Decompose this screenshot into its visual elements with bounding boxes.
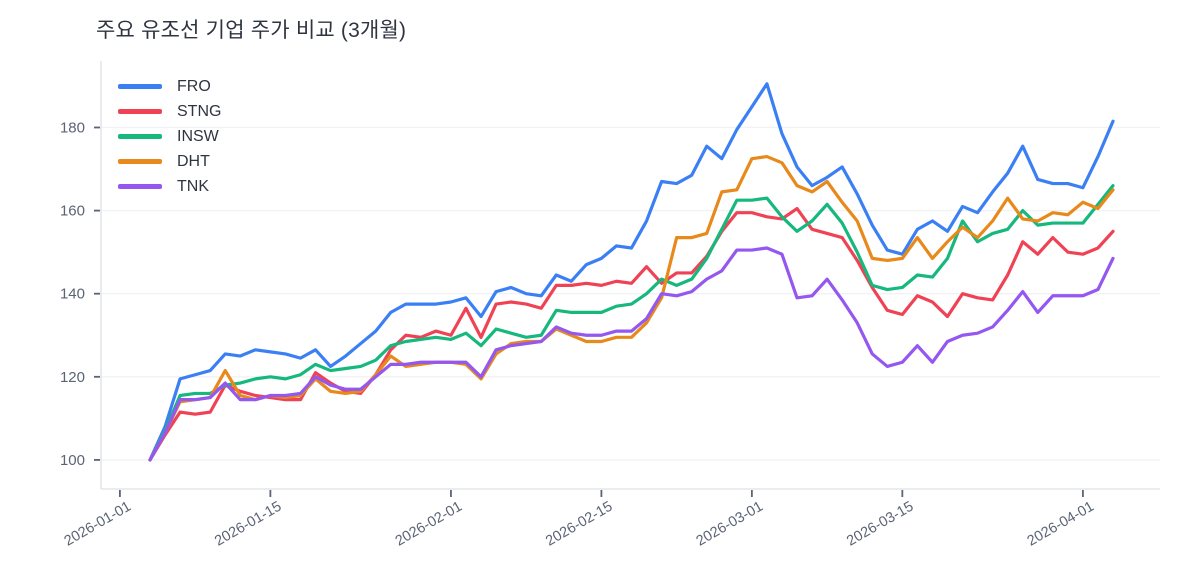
legend-label: FRO — [177, 77, 211, 95]
x-tick-label: 2026-01-01 — [62, 499, 134, 550]
y-tick-label: 100 — [60, 452, 85, 469]
legend-item-insw[interactable]: INSW — [118, 124, 221, 149]
x-tick-label: 2026-02-15 — [543, 499, 615, 550]
y-tick-label: 120 — [60, 369, 85, 386]
y-tick-label: 160 — [60, 203, 85, 220]
y-tick-label: 140 — [60, 286, 85, 303]
legend-label: TNK — [177, 177, 209, 195]
legend-swatch-dht — [118, 159, 162, 164]
legend-swatch-stng — [118, 109, 162, 114]
legend-item-fro[interactable]: FRO — [118, 74, 221, 99]
legend-label: INSW — [177, 127, 219, 145]
legend-item-stng[interactable]: STNG — [118, 99, 221, 124]
legend-item-dht[interactable]: DHT — [118, 149, 221, 174]
legend-swatch-fro — [118, 84, 162, 89]
x-tick-label: 2026-03-01 — [694, 499, 766, 550]
series-line-insw — [148, 184, 1115, 462]
x-tick-label: 2026-02-01 — [393, 499, 465, 550]
legend-label: DHT — [177, 152, 210, 170]
x-tick-label: 2026-01-15 — [212, 499, 284, 550]
chart-title: 주요 유조선 기업 주가 비교 (3개월) — [96, 19, 407, 42]
series-line-fro — [148, 82, 1115, 462]
legend-label: STNG — [177, 102, 222, 120]
legend-item-tnk[interactable]: TNK — [118, 174, 221, 199]
y-tick-label: 180 — [60, 119, 85, 136]
chart-legend: FRO STNG INSW DHT TNK — [118, 74, 221, 199]
legend-swatch-tnk — [118, 184, 162, 189]
series-line-tnk — [148, 246, 1115, 462]
series-line-dht — [148, 154, 1115, 462]
x-tick-label: 2026-04-01 — [1025, 499, 1097, 550]
x-tick-label: 2026-03-15 — [844, 499, 916, 550]
legend-swatch-insw — [118, 134, 162, 139]
